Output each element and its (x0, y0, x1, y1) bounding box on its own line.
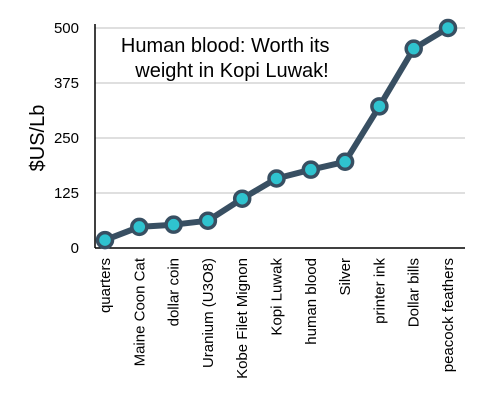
x-tick-label: Kopi Luwak (269, 258, 286, 336)
data-point (95, 230, 115, 250)
data-point (130, 217, 149, 237)
y-tick-label: 125 (54, 185, 79, 202)
x-tick-label: dollar coin (166, 258, 183, 326)
data-point (267, 169, 286, 188)
x-tick-labels: quarters Maine Coon Cat dollar coin Uranium… (97, 257, 457, 379)
data-point (438, 18, 458, 38)
y-tick-label: 0 (71, 240, 79, 257)
data-point (164, 215, 183, 234)
gridlines (95, 27, 465, 194)
x-tick-label: Maine Coon Cat (131, 257, 148, 366)
chart-title-line-1: Human blood: Worth its (121, 35, 330, 57)
data-point (370, 97, 389, 116)
data-point (335, 152, 355, 172)
y-tick-label: 250 (54, 130, 79, 147)
data-point (198, 211, 218, 230)
x-tick-label: Kobe Filet Mignon (234, 258, 251, 379)
y-axis-title: $US/Lb (27, 105, 49, 172)
data-point (301, 160, 321, 179)
data-points (95, 18, 458, 250)
data-point (404, 39, 423, 58)
chart-title: Human blood: Worth its weight in Kopi Lu… (121, 35, 335, 82)
x-tick-label: Uranium (U3O8) (200, 258, 217, 368)
x-tick-label: Silver (337, 258, 354, 296)
x-tick-label: printer ink (371, 258, 388, 324)
axes (94, 24, 465, 249)
y-tick-label: 375 (54, 75, 79, 92)
y-tick-label: 500 (54, 20, 79, 37)
x-tick-label: peacock feathers (440, 258, 457, 372)
x-tick-label: quarters (97, 258, 114, 313)
chart-title-line-2: weight in Kopi Luwak! (134, 60, 328, 82)
x-tick-label: human blood (303, 258, 320, 345)
y-tick-labels: 0 125 250 375 500 (54, 20, 79, 257)
data-point (232, 189, 252, 208)
x-tick-label: Dollar bills (406, 258, 423, 327)
